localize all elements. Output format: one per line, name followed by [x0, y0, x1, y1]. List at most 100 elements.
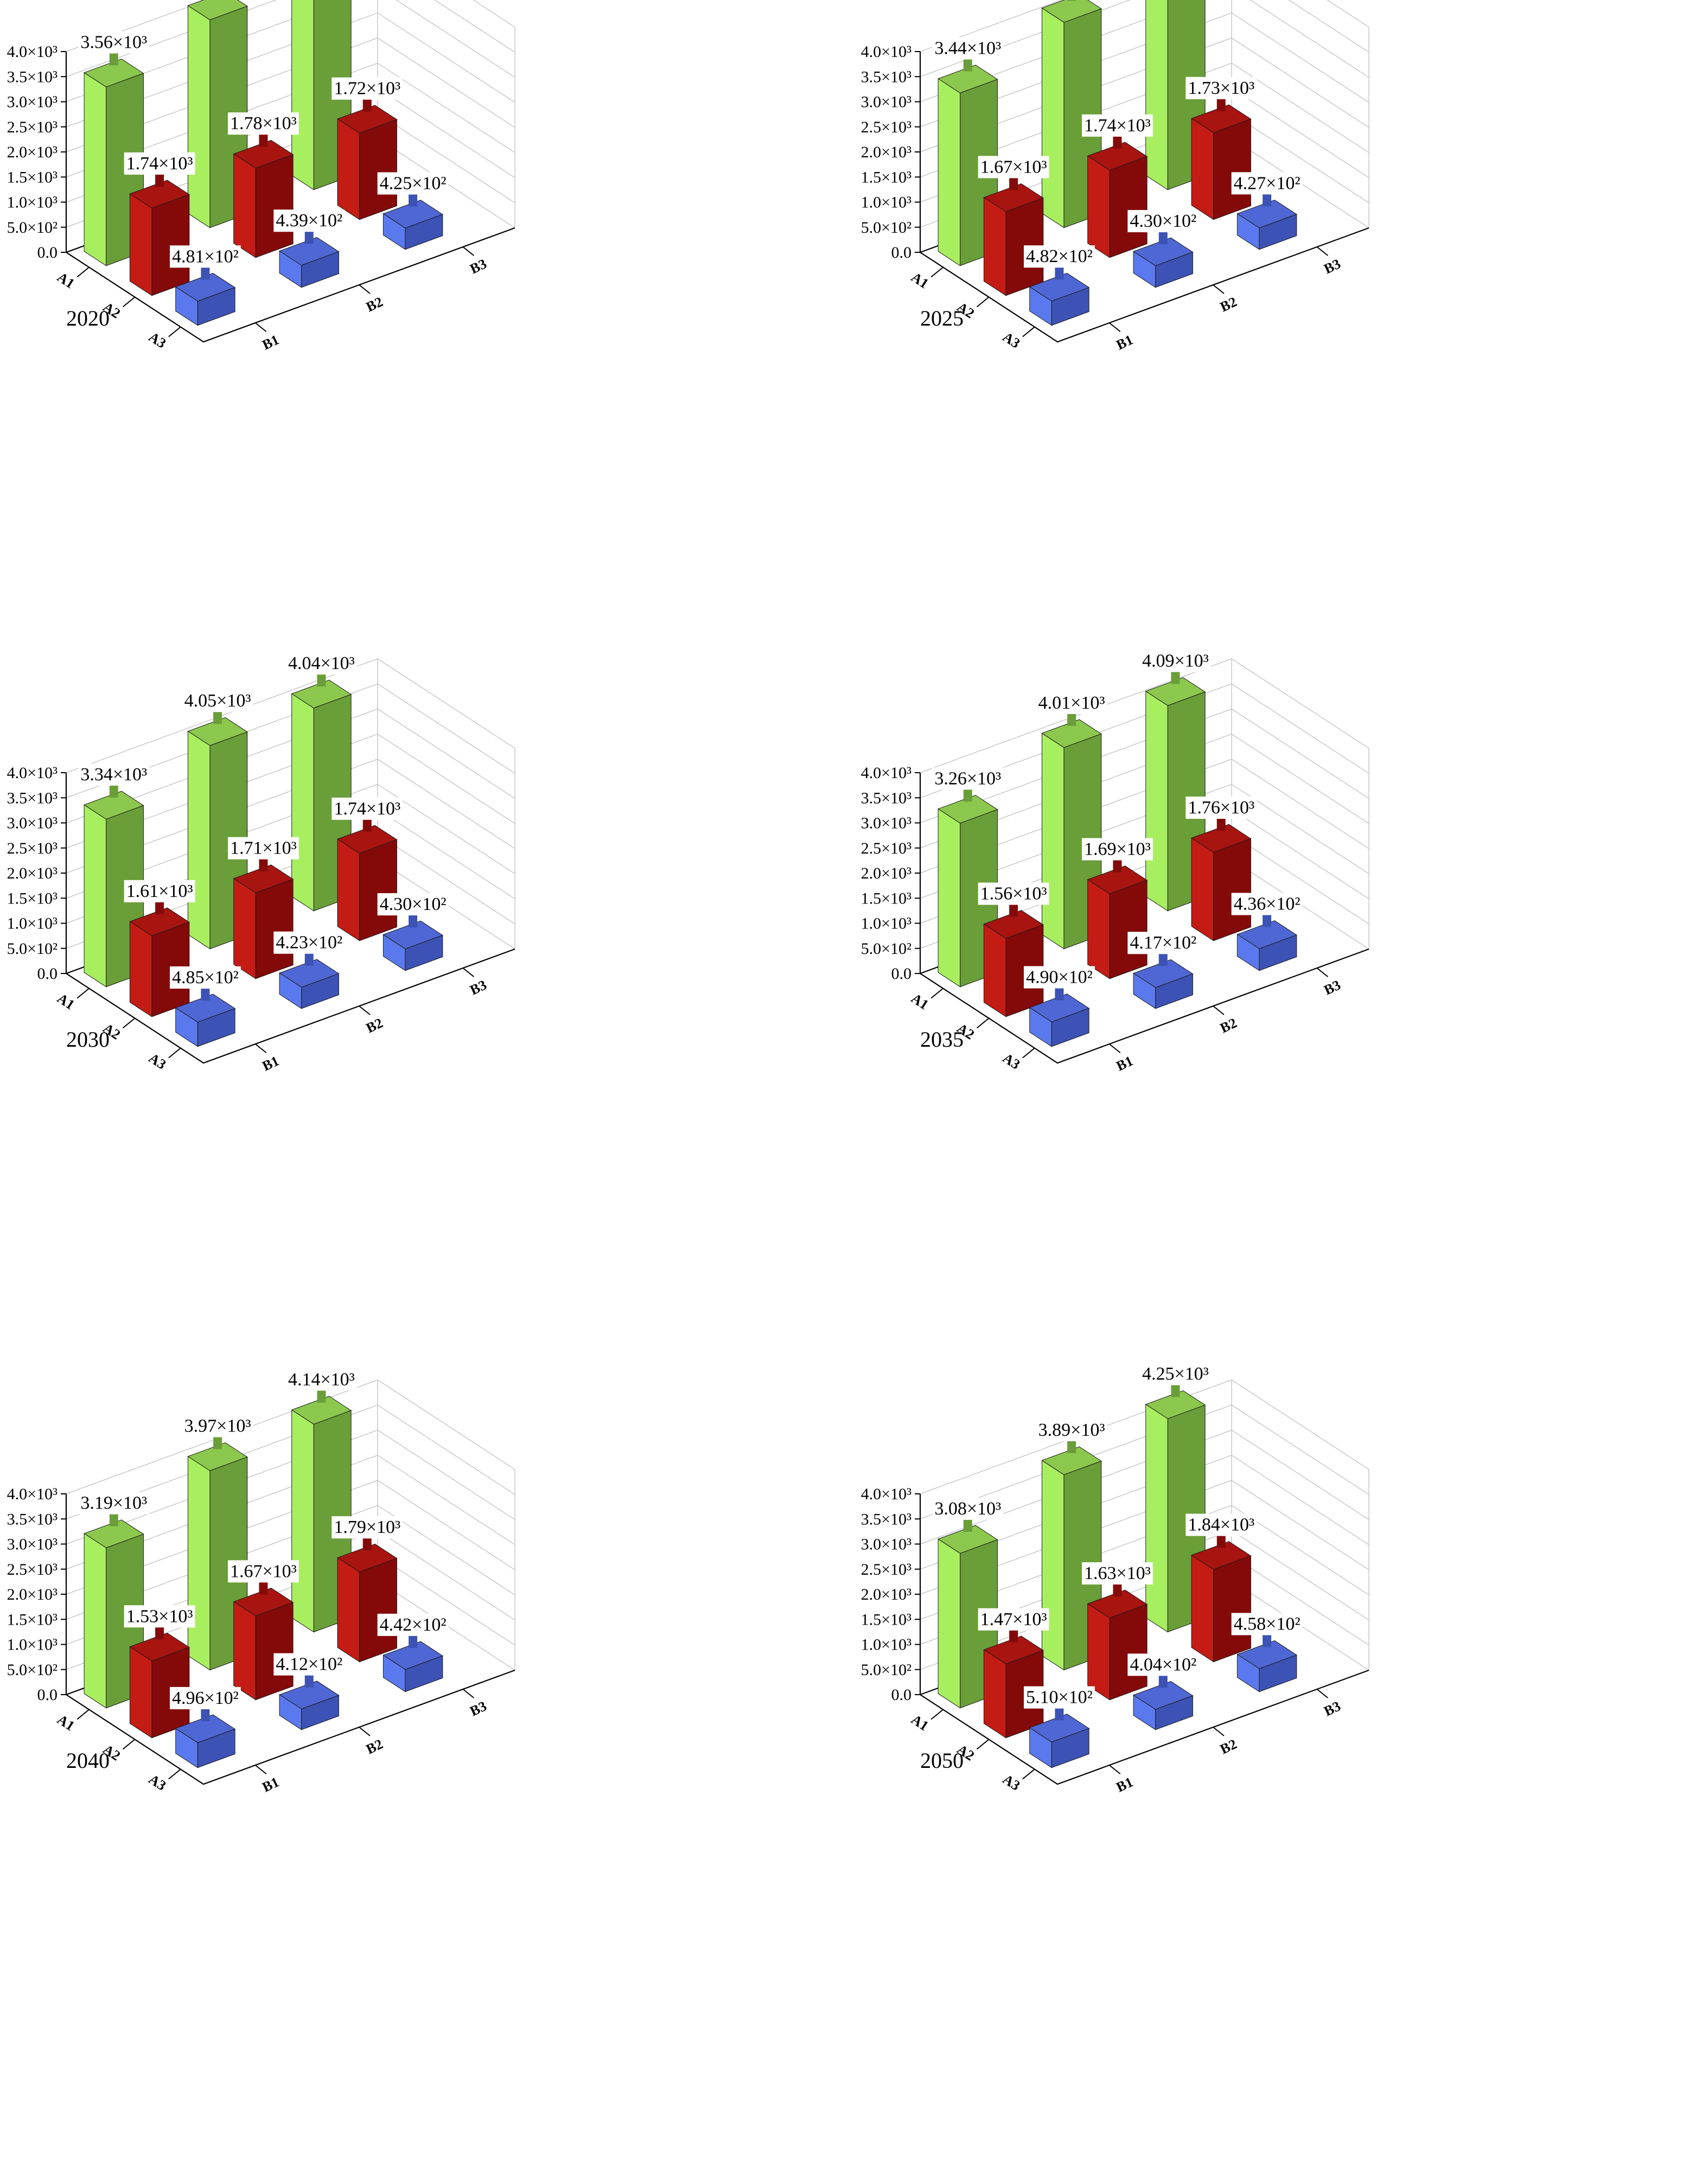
col-tick-mark-b3	[1316, 968, 1328, 977]
data-labels: 4.09×10³ 1.76×10³ 4.36×10² 4.01×10³ 1.69×10³…	[932, 650, 1303, 1001]
row-label-a1: A1	[908, 990, 931, 1013]
z-tick-label-2: 1.0×10³	[7, 194, 58, 212]
col-tick-mark-b3	[1316, 1689, 1328, 1698]
row-tick-mark-a3	[168, 1768, 181, 1780]
label-bg-a2-b2	[1081, 838, 1153, 861]
data-label-a3-b1: 4.82×10²	[1023, 245, 1095, 280]
data-label-a1-b2: 4.05×10³	[182, 690, 253, 724]
label-text-a2-b2: 1.78×10³	[230, 113, 297, 133]
data-label-a3-b1: 4.90×10²	[1023, 966, 1095, 1001]
label-bg-a2-b1	[978, 882, 1049, 905]
label-bg-a2-b2	[1081, 114, 1153, 137]
bar-a3-b1	[1029, 994, 1090, 1047]
label-text-a3-b1: 4.81×10²	[172, 246, 239, 266]
data-label-a2-b1: 1.61×10³	[124, 880, 195, 914]
col-label-b3: B3	[1322, 256, 1343, 277]
row-tick-mark-a3	[168, 326, 181, 338]
bar-a2-b2	[1087, 1589, 1148, 1701]
label-text-a2-b3: 1.73×10³	[1188, 78, 1254, 98]
bar-a2-b3	[1190, 824, 1252, 941]
col-label-b2: B2	[364, 1015, 385, 1036]
data-label-a2-b2: 1.63×10³	[1081, 1562, 1153, 1597]
chart-panel-2030: 0.0 5.0×10² 1.0×10³ 1.5×10³ 2.0×10³ 2.5×10³ 3.…	[0, 652, 854, 1442]
z-tick-label-4: 2.0×10³	[861, 1586, 912, 1603]
z-tick-label-8: 4.0×10³	[7, 1485, 58, 1503]
label-text-a1-b3: 4.04×10³	[288, 653, 355, 673]
z-tick-label-0: 0.0	[891, 965, 912, 983]
label-text-a2-b2: 1.69×10³	[1084, 839, 1151, 859]
z-tick-label-7: 3.5×10³	[7, 68, 58, 86]
z-tick-label-6: 3.0×10³	[7, 814, 58, 832]
row-label-a1: A1	[908, 269, 931, 292]
bar-side-a2-b3	[1213, 838, 1251, 941]
z-tick-label-7: 3.5×10³	[861, 1510, 912, 1528]
chart-panel-2025: 0.0 5.0×10² 1.0×10³ 1.5×10³ 2.0×10³ 2.5×10³ 3.…	[854, 0, 1708, 721]
bar-front-a2-b2	[1087, 879, 1110, 979]
data-label-a3-b2: 4.30×10²	[1127, 210, 1199, 245]
label-bg-a1-b1	[932, 767, 1004, 790]
data-label-a3-b3: 4.30×10²	[377, 893, 449, 928]
data-label-a2-b1: 1.53×10³	[124, 1605, 195, 1640]
data-label-a1-b3: 4.04×10³	[285, 652, 357, 687]
data-label-a3-b3: 4.58×10²	[1231, 1613, 1303, 1647]
gridline-7	[920, 0, 1369, 78]
bar-a2-b2	[233, 1587, 294, 1701]
label-text-a1-b1: 3.19×10³	[80, 1493, 147, 1513]
data-label-a2-b3: 1.76×10³	[1186, 797, 1257, 831]
label-bg-a3-b3	[1231, 893, 1303, 915]
label-bg-a1-b2	[1036, 691, 1107, 714]
year-label-2020: 2020	[66, 306, 110, 330]
bar-a3-b2	[1132, 959, 1194, 1009]
bar-front-a1-b2	[1041, 1460, 1065, 1671]
label-text-a3-b1: 5.10×10²	[1026, 1688, 1093, 1708]
data-label-a2-b1: 1.67×10³	[978, 156, 1049, 190]
bar-front-a2-b1	[129, 921, 152, 1017]
row-tick-mark-a3	[1022, 1047, 1035, 1059]
z-tick-label-6: 3.0×10³	[7, 93, 58, 111]
bar-a2-b1	[983, 910, 1044, 1017]
bar-side-a2-b3	[359, 839, 397, 941]
bar-a3-b1	[175, 272, 236, 326]
col-label-b2: B2	[364, 294, 385, 315]
bar-front-a1-b2	[187, 1456, 211, 1671]
bar-front-a1-b2	[187, 730, 211, 950]
data-label-a3-b1: 4.85×10²	[169, 966, 241, 1001]
label-text-a2-b2: 1.74×10³	[1084, 116, 1151, 136]
z-tick-label-4: 2.0×10³	[861, 143, 912, 161]
label-text-a3-b2: 4.17×10²	[1130, 933, 1196, 953]
bar-front-a2-b1	[983, 196, 1006, 296]
bar-front-a2-b3	[1191, 1555, 1214, 1663]
bar-front-a1-b3	[1145, 690, 1168, 912]
bar-front-a3-b3	[1237, 933, 1260, 971]
bar-front-a1-b1	[84, 1533, 107, 1709]
bar-a3-b2	[278, 237, 340, 288]
col-tick-mark-b2	[359, 284, 371, 294]
data-labels: 4.25×10³ 1.84×10³ 4.58×10² 3.89×10³ 1.63×10³…	[932, 1363, 1303, 1721]
col-tick-mark-b3	[462, 246, 474, 256]
bar-side-a2-b3	[1213, 118, 1251, 220]
bar-front-a1-b2	[1041, 733, 1065, 950]
bar-front-a1-b1	[938, 1538, 961, 1709]
row-tick-mark-a3	[168, 1047, 181, 1059]
z-tick-label-2: 1.0×10³	[861, 1636, 912, 1654]
label-bg-a1-b2	[182, 1415, 253, 1437]
label-text-a3-b3: 4.42×10²	[380, 1615, 447, 1635]
label-bg-a2-b1	[124, 880, 195, 902]
data-labels: 3.96×10³1.72×10³4.25×10²4.14×10³1.78×10³…	[78, 31, 449, 280]
bar-front-a1-b1	[938, 808, 961, 988]
label-bg-a1-b1	[78, 31, 150, 54]
row-label-a3: A3	[146, 1050, 169, 1073]
bar3d-chart-2040: 0.0 5.0×10² 1.0×10³ 1.5×10³ 2.0×10³ 2.5×10³ 3.…	[7, 1368, 515, 1795]
label-text-a3-b1: 4.85×10²	[172, 968, 239, 988]
label-pointer-a1-b2	[1067, 0, 1076, 1]
bar-front-a2-b3	[1191, 837, 1214, 941]
bar-front-a2-b1	[129, 193, 152, 296]
col-tick-mark-b1	[255, 322, 267, 332]
label-bg-a1-b1	[78, 1492, 150, 1514]
data-label-a1-b3: 4.14×10³	[285, 1368, 357, 1403]
data-label-a2-b3: 1.79×10³	[332, 1516, 403, 1551]
bar-front-a3-b3	[383, 213, 406, 250]
bar-front-a1-b1	[84, 804, 107, 988]
data-label-a1-b1: 3.08×10³	[932, 1497, 1004, 1532]
data-label-a1-b1: 3.26×10³	[932, 767, 1004, 802]
